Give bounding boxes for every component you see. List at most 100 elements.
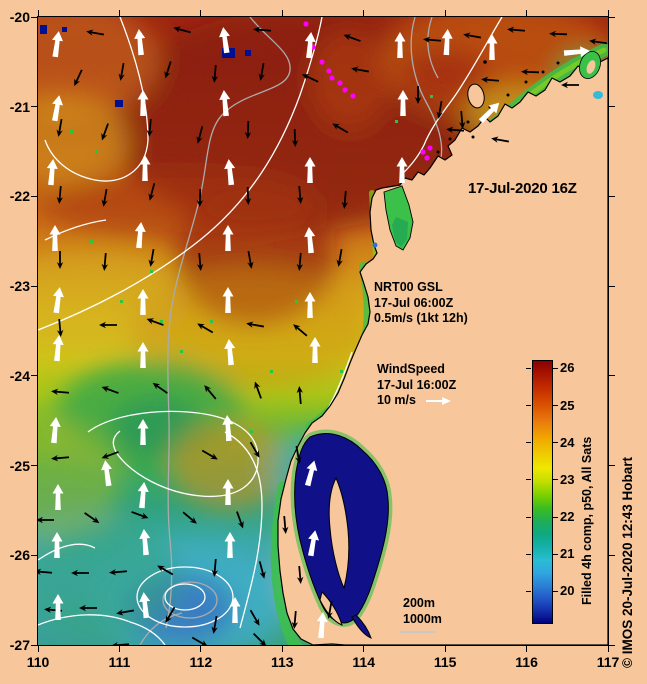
coastal-islets — [436, 60, 560, 154]
current-arrow — [38, 568, 53, 576]
green-speck — [180, 350, 183, 353]
current-arrow — [101, 252, 109, 271]
magenta-dot — [337, 80, 343, 86]
current-arrow — [146, 318, 164, 326]
current-arrow — [589, 38, 608, 45]
wind-arrow — [478, 102, 500, 124]
current-arrow — [86, 29, 105, 36]
wind-arrow — [139, 155, 151, 181]
x-tick-label: 112 — [189, 654, 213, 670]
green-speck-markers — [70, 95, 433, 433]
current-arrow — [101, 386, 119, 394]
wind-arrow — [316, 612, 328, 639]
wind-arrow — [52, 484, 64, 510]
x-tick-label: 114 — [352, 654, 375, 670]
current-arrow — [152, 382, 168, 394]
y-tick-mark — [31, 106, 37, 108]
x-tick-label: 113 — [270, 654, 294, 670]
y-tick-mark-right — [609, 465, 615, 467]
current-arrow — [507, 26, 526, 34]
current-arrow — [211, 615, 218, 634]
current-arrow — [291, 610, 299, 629]
current-arrow — [296, 185, 304, 204]
x-tick-mark — [200, 646, 202, 652]
current-arrow — [332, 123, 349, 134]
x-tick-label: 117 — [596, 654, 620, 670]
wind-arrow — [101, 460, 112, 487]
current-arrow — [295, 445, 302, 464]
wind-arrow — [137, 342, 149, 368]
magenta-dot — [329, 75, 335, 81]
current-arrow — [481, 76, 500, 84]
current-arrow — [258, 62, 265, 81]
y-tick-mark-right — [609, 16, 615, 18]
current-arrow — [244, 186, 252, 205]
current-arrow — [118, 62, 125, 81]
current-arrow — [521, 68, 540, 76]
current-arrow — [236, 511, 244, 529]
colorbar-tick-right — [553, 367, 558, 369]
wind-arrow — [53, 287, 64, 314]
depth-line-200m: 200m — [403, 596, 435, 610]
colorbar-tick-label: 22 — [560, 509, 575, 525]
current-arrow — [491, 136, 510, 143]
current-arrow — [51, 388, 70, 396]
current-arrow — [109, 568, 128, 576]
y-tick-label: -25 — [9, 457, 30, 474]
wind-arrow — [51, 95, 64, 122]
current-arrow — [44, 606, 63, 614]
wind-arrow — [304, 157, 316, 183]
current-arrow — [296, 565, 304, 584]
x-tick-mark-top — [607, 10, 609, 16]
colorbar-tick-right — [553, 553, 558, 555]
colorbar-tick-label: 20 — [560, 583, 575, 599]
wind-arrow — [441, 29, 453, 56]
navy-patch-markers — [40, 25, 251, 107]
wind-arrow — [229, 597, 241, 623]
navy-speck — [222, 48, 235, 58]
wind-arrow — [394, 32, 406, 58]
current-arrow — [446, 126, 465, 134]
magenta-dot — [420, 149, 426, 155]
current-arrow — [253, 26, 272, 34]
colorbar-tick-left — [526, 516, 531, 518]
barrow-island — [467, 83, 485, 109]
land-polygon — [277, 51, 608, 645]
current-arrow — [343, 34, 361, 42]
x-tick-mark-top — [200, 10, 202, 16]
current-arrow — [148, 183, 156, 201]
current-arrow — [351, 66, 370, 73]
colorbar-tick-label: 21 — [560, 546, 575, 562]
current-arrow — [101, 123, 109, 141]
current-arrow — [249, 609, 260, 626]
current-arrow — [51, 454, 70, 462]
y-tick-label: -20 — [9, 9, 30, 25]
y-tick-label: -22 — [9, 188, 30, 205]
current-arrow — [182, 511, 197, 524]
current-arrow — [99, 321, 117, 329]
current-arrow — [281, 515, 289, 534]
wind-arrow — [137, 419, 149, 445]
wind-arrows — [46, 27, 590, 639]
x-tick-mark — [363, 646, 365, 652]
x-tick-label: 115 — [433, 654, 457, 670]
y-tick-mark — [31, 16, 37, 18]
green-speck — [295, 300, 298, 303]
x-tick-mark — [526, 646, 528, 652]
current-arrow — [258, 561, 266, 579]
y-tick-mark — [31, 644, 37, 646]
current-arrow — [71, 569, 89, 577]
current-arrow — [56, 318, 64, 337]
current-arrow — [79, 604, 97, 612]
wind-arrow — [51, 532, 63, 558]
colorbar-tick-left — [526, 479, 531, 481]
magenta-dot — [303, 21, 309, 27]
depth-legend: 200m 1000m — [403, 596, 442, 627]
wind-arrow — [134, 29, 146, 56]
navy-speck — [40, 25, 47, 34]
imos-credit: © IMOS 20-Jul-2020 12:43 Hobart — [620, 456, 635, 668]
current-arrow — [301, 74, 319, 83]
wind-arrow — [396, 157, 408, 183]
x-tick-mark-top — [526, 10, 528, 16]
nrt-line-2: 17-Jul 06:00Z — [374, 295, 454, 310]
